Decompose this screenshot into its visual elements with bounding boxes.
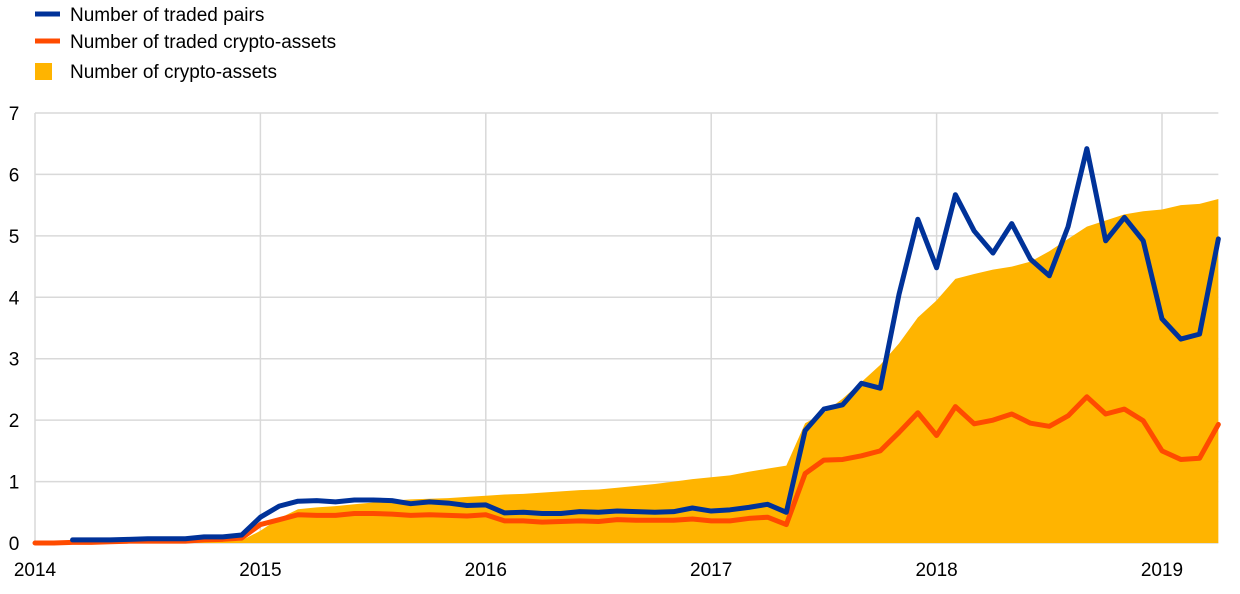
x-tick-label: 2019 [1141,560,1183,581]
y-tick-label: 5 [9,227,20,248]
legend-label-traded-crypto-assets: Number of traded crypto-assets [70,32,336,53]
x-tick-label: 2016 [465,560,507,581]
y-tick-label: 2 [9,411,20,432]
line-traded-pairs [70,146,1221,543]
y-axis-ticks: 0 1 2 3 4 5 6 7 [9,104,20,555]
legend-label-traded-pairs: Number of traded pairs [70,5,264,26]
legend: Number of traded pairs Number of traded … [35,5,336,83]
legend-swatch-crypto-assets [35,63,52,80]
legend-label-crypto-assets: Number of crypto-assets [70,62,277,83]
y-tick-label: 3 [9,350,20,371]
y-tick-label: 6 [9,165,20,186]
x-tick-label: 2015 [239,560,281,581]
y-tick-label: 4 [9,288,20,309]
x-axis-ticks: 2014 2015 2016 2017 2018 2019 [14,560,1183,581]
x-tick-label: 2017 [690,560,732,581]
x-tick-label: 2018 [915,560,957,581]
line-traded-crypto-assets [32,394,1221,546]
y-tick-label: 7 [9,104,20,125]
y-tick-label: 1 [9,473,20,494]
area-layer [35,199,1219,543]
y-tick-label: 0 [9,534,20,555]
x-tick-label: 2014 [14,560,57,581]
line-layer [32,146,1221,546]
area-crypto-assets [35,199,1219,543]
